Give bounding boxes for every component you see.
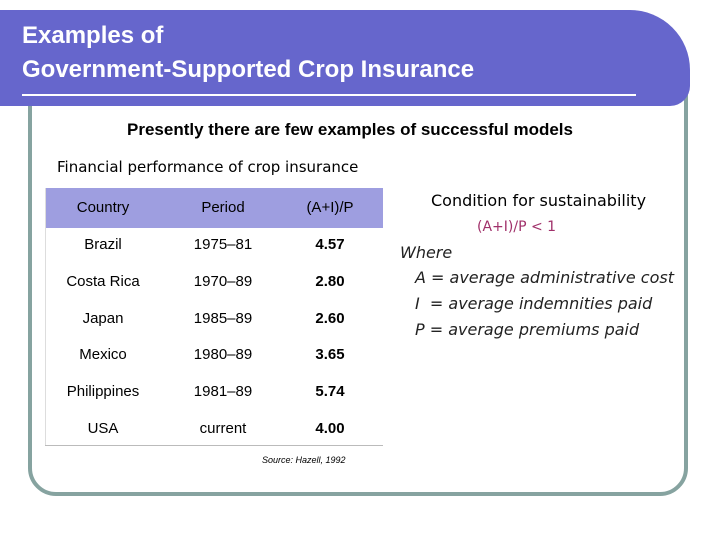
table-cell: 4.00 — [315, 420, 345, 437]
title-rule — [22, 94, 636, 96]
table-cell: current — [199, 420, 247, 437]
column-header: Country — [76, 199, 130, 216]
table-cell: 1985–89 — [193, 309, 253, 327]
table-rule — [45, 188, 46, 446]
table-rule — [45, 445, 383, 446]
table-cell: Brazil — [84, 236, 122, 253]
formula: (A+I)/P < 1 — [477, 219, 557, 235]
table-cell: Mexico — [79, 346, 127, 364]
table-cell: 2.80 — [315, 272, 345, 290]
title-bar — [0, 10, 690, 106]
table-cell: 1980–89 — [193, 346, 253, 364]
source: Source: Hazell, 1992 — [262, 455, 346, 465]
subtitle: Presently there are few examples of succ… — [127, 120, 573, 139]
table-cell: Philippines — [66, 383, 140, 401]
definition: P = average premiums paid — [415, 320, 640, 339]
table-cell: 2.60 — [315, 309, 345, 327]
table-cell: 3.65 — [315, 346, 345, 364]
table-cell: 4.57 — [315, 236, 345, 253]
table-cell: 1970–89 — [193, 272, 253, 290]
title: Examples of — [22, 22, 164, 49]
condition-heading: Condition for sustainability — [431, 191, 647, 210]
table-cell: USA — [87, 420, 119, 437]
where: Where — [400, 243, 453, 262]
table-cell: 1975–81 — [193, 236, 253, 253]
table-caption: Financial performance of crop insurance — [57, 158, 359, 176]
title: Government-Supported Crop Insurance — [22, 56, 475, 83]
definition: A = average administrative cost — [415, 268, 674, 287]
column-header: Period — [201, 199, 245, 216]
table-cell: Japan — [82, 309, 124, 327]
table-cell: 1981–89 — [193, 383, 253, 401]
table-header-bg — [45, 188, 383, 228]
table-cell: Costa Rica — [66, 272, 140, 290]
column-header: (A+I)/P — [306, 199, 354, 216]
table-cell: 5.74 — [315, 383, 345, 401]
definition: I = average indemnities paid — [415, 294, 653, 313]
